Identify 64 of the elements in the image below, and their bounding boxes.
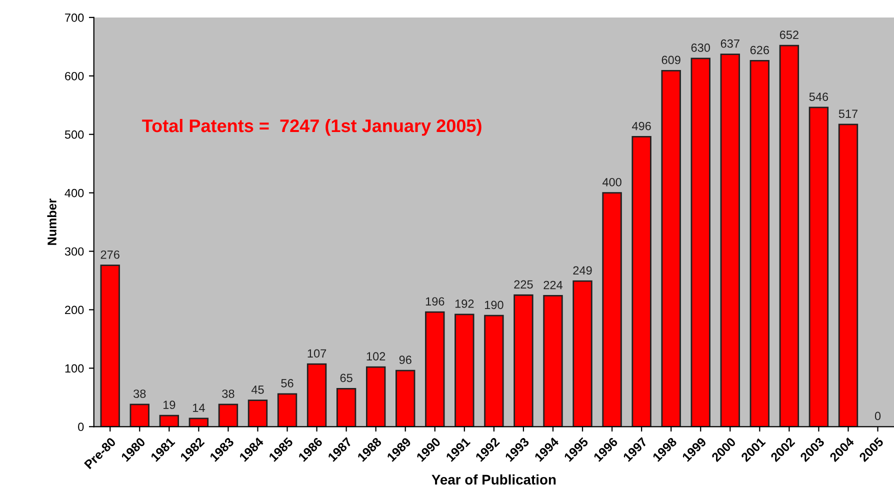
data-label: 517	[838, 110, 858, 118]
annotation: Total Patents = 7247 (1st January 2005)	[142, 118, 482, 136]
bar	[218, 404, 238, 427]
data-label: 276	[100, 250, 120, 259]
bar	[277, 393, 298, 427]
bar	[188, 418, 209, 427]
y-tick-label: 400	[64, 188, 84, 198]
bar	[248, 400, 268, 427]
bar	[661, 70, 681, 427]
data-label: 224	[544, 280, 562, 290]
y-tick-label: 100	[65, 364, 84, 373]
data-label: 192	[455, 300, 474, 308]
y-tick-label: 300	[64, 247, 84, 256]
data-label: 400	[602, 178, 622, 186]
bar	[514, 294, 534, 427]
data-label: 196	[426, 297, 444, 306]
data-label: 609	[662, 56, 680, 64]
y-tick-label: 600	[65, 72, 84, 80]
bar	[779, 44, 800, 427]
data-label: 652	[780, 30, 798, 40]
data-label: 96	[399, 356, 412, 364]
y-axis-title: Number	[47, 198, 56, 245]
bar	[100, 264, 120, 427]
data-label: 626	[750, 46, 769, 54]
data-label: 546	[809, 92, 828, 101]
data-label: 102	[366, 352, 386, 361]
data-label: 630	[691, 44, 710, 52]
bar	[632, 136, 652, 427]
bar	[425, 311, 445, 427]
y-tick-label: 0	[78, 422, 84, 432]
data-label: 38	[222, 390, 234, 398]
data-label: 496	[632, 122, 651, 130]
bar	[602, 192, 622, 427]
bar	[366, 366, 386, 427]
bar	[484, 314, 504, 427]
data-label: 225	[514, 280, 533, 289]
x-axis-title: Year of Publication	[432, 474, 556, 485]
bar	[336, 388, 356, 427]
bar	[454, 314, 474, 427]
y-tick-label: 500	[64, 130, 84, 139]
data-label: 38	[134, 390, 146, 398]
data-label: 637	[720, 39, 740, 48]
bar	[572, 280, 592, 427]
data-label: 19	[163, 400, 176, 410]
bar	[159, 414, 180, 427]
data-label: 65	[340, 374, 352, 382]
bar	[720, 54, 740, 427]
bar	[396, 370, 416, 427]
bar	[690, 58, 710, 427]
data-label: 0	[874, 412, 881, 420]
bar	[543, 295, 563, 427]
data-label: 190	[484, 300, 504, 310]
bar	[306, 363, 327, 427]
data-label: 14	[193, 404, 205, 412]
data-label: 249	[573, 266, 592, 275]
y-tick-label: 200	[65, 306, 84, 314]
bar	[750, 60, 770, 427]
data-label: 56	[281, 379, 294, 388]
y-tick-label: 700	[65, 14, 84, 22]
bar	[130, 404, 150, 427]
bar	[808, 106, 829, 427]
data-label: 45	[251, 386, 264, 394]
bar	[838, 124, 858, 427]
data-label: 107	[308, 349, 326, 358]
